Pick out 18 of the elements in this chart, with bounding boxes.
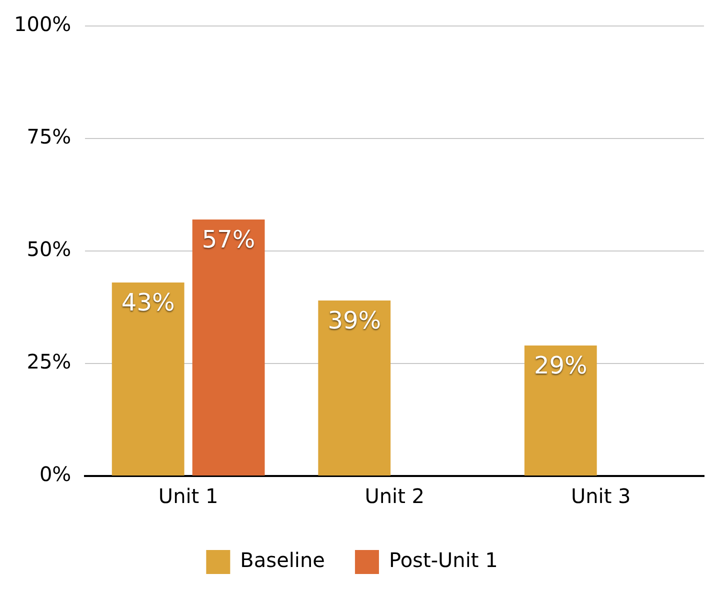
y-tick-label: 100%	[14, 12, 72, 36]
x-tick-label: Unit 3	[570, 484, 631, 508]
legend-label: Baseline	[240, 548, 325, 572]
y-tick-label: 25%	[26, 350, 72, 374]
data-label: 57%	[202, 226, 256, 254]
legend-label: Post-Unit 1	[388, 548, 498, 572]
y-tick-label: 50%	[26, 237, 72, 262]
bar	[318, 300, 391, 476]
y-tick-label: 0%	[39, 462, 72, 486]
x-tick-label: Unit 1	[158, 484, 218, 508]
bar	[112, 282, 184, 476]
data-label: 29%	[534, 352, 588, 380]
data-label: 39%	[328, 306, 382, 335]
bar	[192, 220, 265, 476]
bar	[524, 346, 597, 476]
data-label: 43%	[121, 288, 175, 317]
y-tick-label: 75%	[26, 124, 72, 149]
x-tick-label: Unit 2	[364, 484, 424, 508]
